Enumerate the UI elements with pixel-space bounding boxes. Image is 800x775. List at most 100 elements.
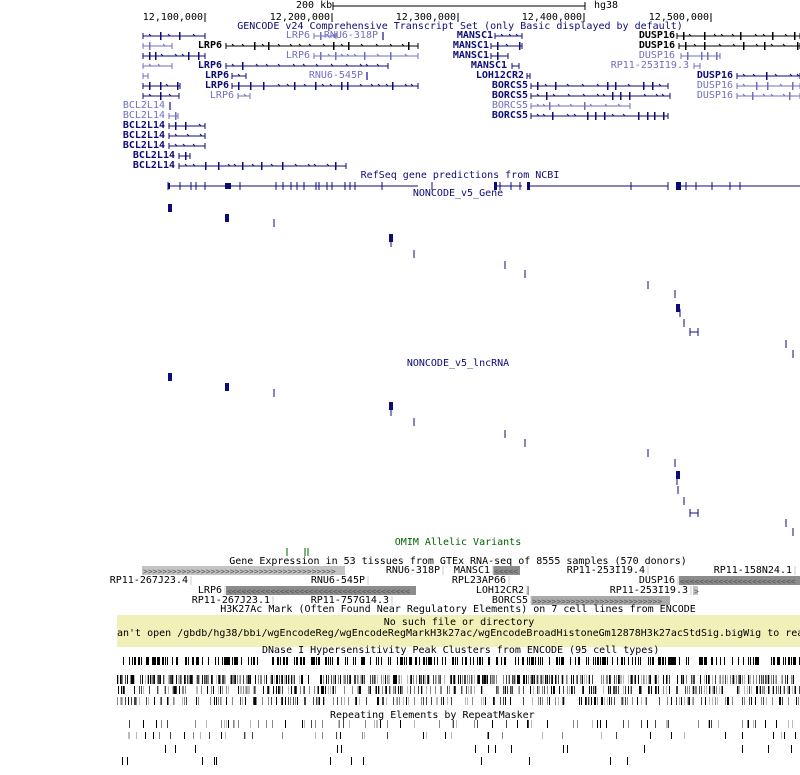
gene-label[interactable]: MANSC1 bbox=[452, 40, 489, 51]
repeat-element bbox=[172, 675, 173, 684]
repeat-element bbox=[686, 675, 687, 684]
gtex-track-title[interactable]: Gene Expression in 53 tissues from GTEx … bbox=[229, 556, 687, 567]
repeat-element bbox=[631, 686, 632, 694]
dnase-peak bbox=[416, 657, 417, 665]
dnase-peak bbox=[338, 657, 339, 665]
gene-label[interactable]: LRP6 bbox=[285, 30, 310, 41]
repeat-element bbox=[170, 675, 171, 684]
repeat-element bbox=[553, 686, 554, 694]
gene-label[interactable]: BCL2L14 bbox=[122, 120, 165, 131]
repeat-element bbox=[667, 720, 668, 728]
gtex-gene-label[interactable]: RPL23AP66 bbox=[451, 575, 506, 586]
repeat-element bbox=[262, 697, 263, 705]
gtex-gene-label[interactable]: RP11-757G14.3 bbox=[310, 595, 389, 606]
gene-label[interactable]: DUSP16 bbox=[696, 70, 733, 81]
ruler-tick-label: 12,100,000 bbox=[142, 12, 203, 23]
h3k27ac-track-title[interactable]: H3K27Ac Mark (Often Found Near Regulator… bbox=[220, 604, 696, 615]
gene-label[interactable]: DUSP16 bbox=[638, 50, 675, 61]
gene-label[interactable]: LRP6 bbox=[285, 50, 310, 61]
dnase-peak bbox=[497, 657, 498, 665]
dnase-peak bbox=[598, 657, 599, 665]
dnase-peak bbox=[157, 657, 158, 665]
repeat-element bbox=[709, 720, 710, 728]
gene-label[interactable]: BCL2L14 bbox=[132, 150, 175, 161]
repeat-element bbox=[231, 675, 232, 684]
gene-label[interactable]: LRP6 bbox=[204, 70, 229, 81]
repeat-element bbox=[601, 732, 602, 739]
gtex-gene-label[interactable]: RNU6-545P bbox=[310, 575, 365, 586]
repeat-element bbox=[190, 675, 191, 684]
repeat-element bbox=[368, 686, 369, 694]
gene-label[interactable]: DUSP16 bbox=[696, 90, 733, 101]
gene-label[interactable]: RNU6-545P bbox=[308, 70, 363, 81]
gtex-gene-label[interactable]: RNU6-318P bbox=[385, 565, 440, 576]
repeat-element bbox=[677, 686, 678, 694]
gene-label[interactable]: MANSC1 bbox=[470, 60, 507, 71]
repeat-element bbox=[486, 675, 487, 684]
repeat-element bbox=[689, 697, 690, 705]
gene-label[interactable]: BORCS5 bbox=[491, 100, 528, 111]
gtex-gene-label[interactable]: RP11-158N24.1 bbox=[713, 565, 792, 576]
repeat-element bbox=[206, 720, 207, 728]
refseq-track-title[interactable]: RefSeq gene predictions from NCBI bbox=[360, 170, 560, 181]
gtex-gene-label[interactable]: LRP6 bbox=[197, 585, 222, 596]
dnase-peak bbox=[215, 657, 216, 665]
dnase-track-title[interactable]: DNase I Hypersensitivity Peak Clusters f… bbox=[262, 645, 660, 656]
repeat-element bbox=[766, 675, 767, 684]
gene-label[interactable]: LOH12CR2 bbox=[475, 70, 524, 81]
repeat-element bbox=[644, 675, 645, 684]
gtex-gene-label[interactable]: LOH12CR2 bbox=[475, 585, 524, 596]
repeat-element bbox=[537, 686, 538, 694]
noncode-gene-track-title[interactable]: NONCODE_v5_Gene bbox=[412, 188, 504, 199]
gtex-gene-label[interactable]: RP11-267J23.1 bbox=[191, 595, 270, 606]
repeat-element bbox=[656, 675, 657, 684]
gene-transcript-exon bbox=[175, 112, 177, 120]
gtex-gene-label[interactable]: BORCS5 bbox=[491, 595, 528, 606]
gene-transcript-exon bbox=[663, 112, 665, 120]
gene-label[interactable]: LRP6 bbox=[197, 60, 222, 71]
gene-label[interactable]: LRP6 bbox=[209, 90, 234, 101]
dnase-peak bbox=[607, 657, 608, 665]
repeat-element bbox=[510, 686, 511, 694]
repeat-element bbox=[252, 732, 253, 739]
gene-label[interactable]: BCL2L14 bbox=[122, 110, 165, 121]
gene-label[interactable]: MANSC1 bbox=[452, 50, 489, 61]
gtex-gene-label[interactable]: RP11-253I19.3 bbox=[609, 585, 688, 596]
repeat-element bbox=[689, 686, 690, 694]
gene-label[interactable]: DUSP16 bbox=[638, 40, 675, 51]
noncode-lncrna-track-title[interactable]: NONCODE_v5_lncRNA bbox=[406, 358, 510, 369]
repeat-element bbox=[742, 745, 743, 753]
repeat-element bbox=[387, 732, 388, 739]
repeat-element bbox=[196, 686, 197, 694]
gene-label[interactable]: RNU6-318P bbox=[323, 30, 378, 41]
gencode-track-title[interactable]: GENCODE v24 Comprehensive Transcript Set… bbox=[237, 21, 683, 32]
gene-label[interactable]: RP11-253I19.3 bbox=[610, 60, 689, 71]
gene-label[interactable]: BCL2L14 bbox=[132, 160, 175, 171]
gene-label[interactable]: BCL2L14 bbox=[122, 130, 165, 141]
gtex-gene-label[interactable]: RP11-267J23.4 bbox=[109, 575, 188, 586]
omim-track-title[interactable]: OMIM Allelic Variants bbox=[394, 537, 522, 548]
gene-label[interactable]: LRP6 bbox=[197, 40, 222, 51]
repeatmasker-track-title[interactable]: Repeating Elements by RepeatMasker bbox=[330, 710, 535, 721]
repeat-element bbox=[788, 720, 789, 728]
repeat-element bbox=[586, 697, 587, 705]
gene-label[interactable]: BORCS5 bbox=[491, 80, 528, 91]
gene-label[interactable]: MANSC1 bbox=[456, 30, 493, 41]
gene-label[interactable]: DUSP16 bbox=[696, 80, 733, 91]
gene-label[interactable]: BCL2L14 bbox=[122, 100, 165, 111]
gene-transcript-arrow bbox=[148, 63, 152, 67]
gene-label[interactable]: DUSP16 bbox=[638, 30, 675, 41]
gtex-gene-label[interactable]: MANSC1 bbox=[453, 565, 490, 576]
gene-label[interactable]: BORCS5 bbox=[491, 110, 528, 121]
gene-transcript-exon bbox=[704, 32, 706, 40]
gene-label[interactable]: BCL2L14 bbox=[122, 140, 165, 151]
repeat-element bbox=[186, 697, 187, 705]
gene-label[interactable]: BORCS5 bbox=[491, 90, 528, 101]
repeat-element bbox=[355, 697, 356, 705]
repeat-element bbox=[691, 675, 692, 684]
gtex-gene-label[interactable]: RP11-253I19.4 bbox=[566, 565, 645, 576]
gene-label[interactable]: LRP6 bbox=[204, 80, 229, 91]
gtex-gene-label[interactable]: DUSP16 bbox=[638, 575, 675, 586]
